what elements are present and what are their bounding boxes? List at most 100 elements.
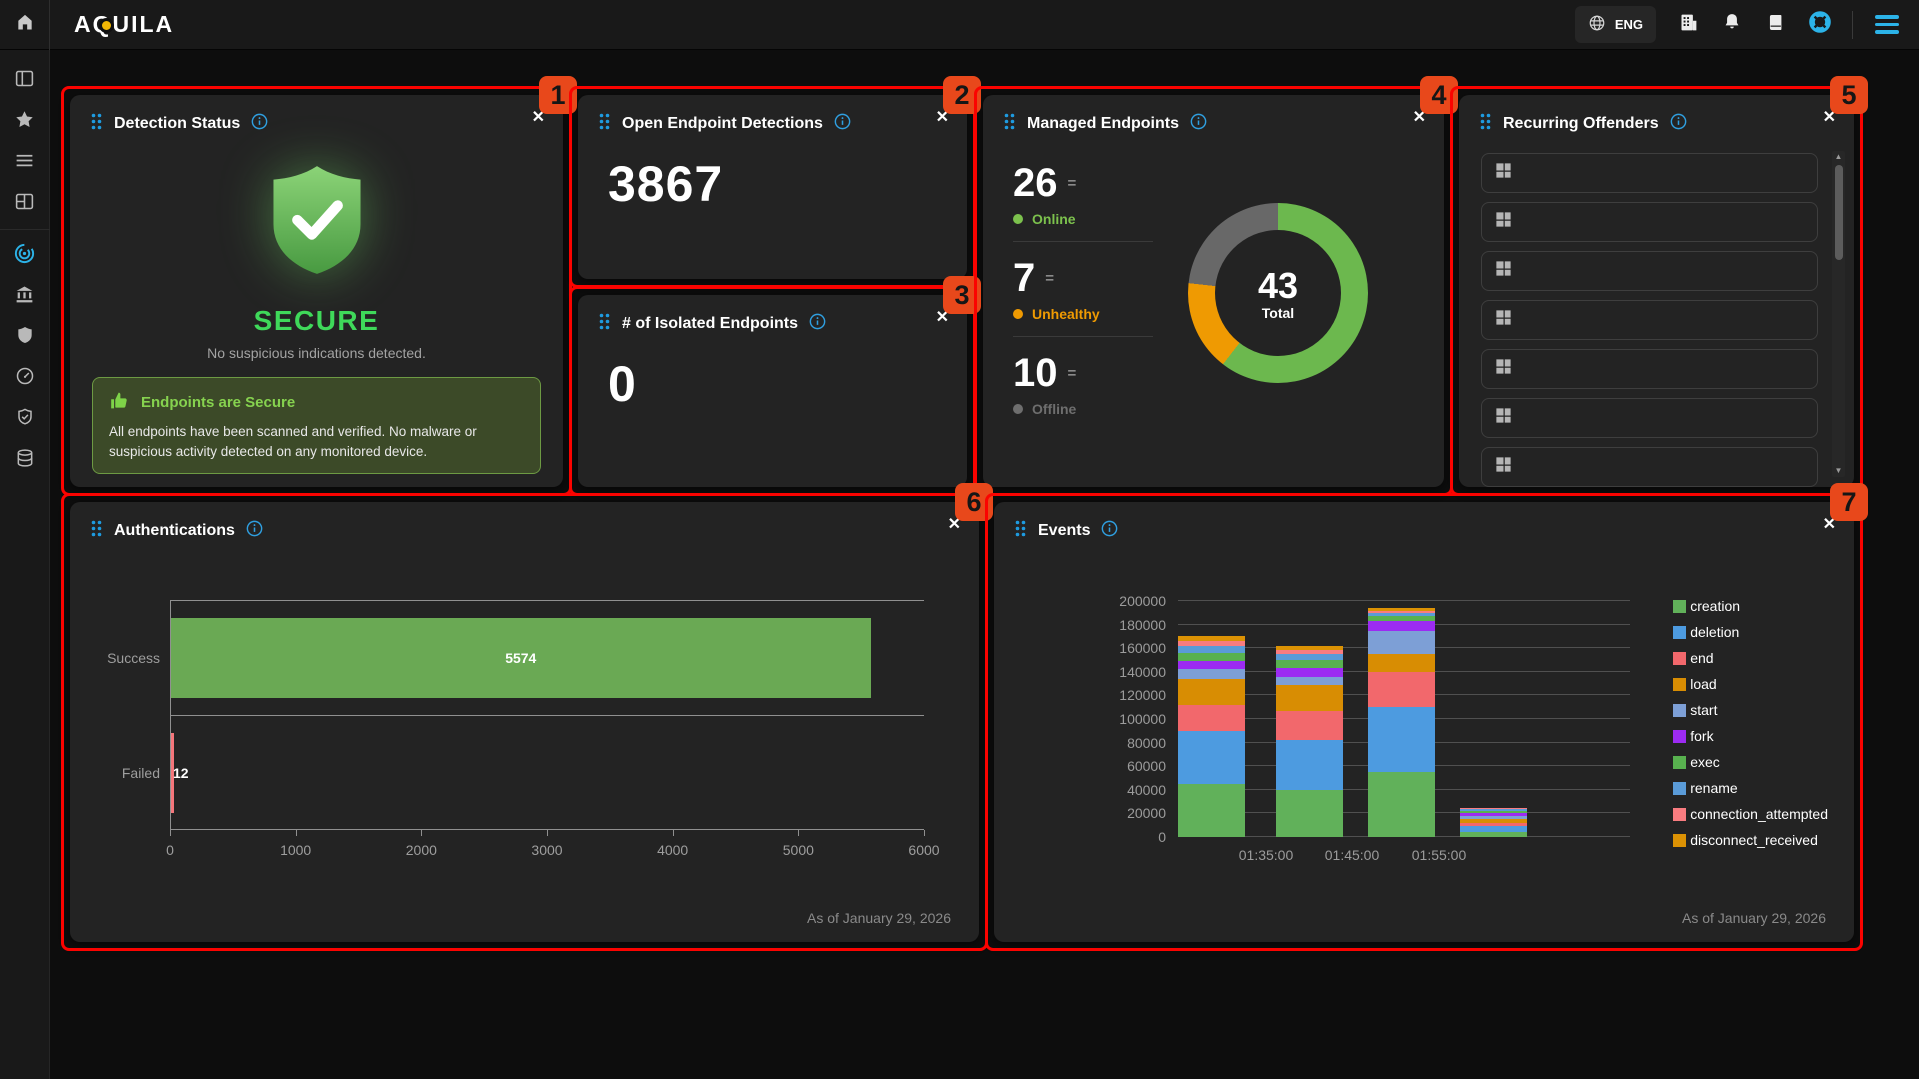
shield-icon — [15, 325, 35, 350]
info-icon[interactable] — [1101, 520, 1118, 542]
bar-segment-start — [1460, 815, 1527, 820]
help-button[interactable] — [1808, 11, 1832, 37]
bar-segment-end — [1460, 822, 1527, 827]
y-axis-label: 160000 — [1119, 640, 1166, 657]
home-button[interactable] — [0, 0, 50, 50]
legend-item-disconnect_received[interactable]: disconnect_received — [1673, 832, 1828, 848]
events-stacked-bar[interactable] — [1460, 807, 1527, 837]
legend-item-exec[interactable]: exec — [1673, 754, 1828, 770]
info-icon[interactable] — [834, 113, 851, 135]
legend-label: end — [1690, 650, 1714, 666]
menu-button[interactable] — [1873, 11, 1901, 38]
language-selector[interactable]: ENG — [1574, 6, 1656, 43]
offender-row[interactable] — [1481, 251, 1818, 291]
axis-tick-label: 5000 — [782, 842, 814, 858]
drag-handle-icon[interactable] — [598, 312, 611, 336]
legend-item-load[interactable]: load — [1673, 676, 1828, 692]
offender-row[interactable] — [1481, 153, 1818, 193]
legend-item-start[interactable]: start — [1673, 702, 1828, 718]
sidebar-item-policy[interactable] — [0, 399, 50, 440]
sidebar-item-dashboard[interactable] — [0, 183, 50, 224]
legend-label: deletion — [1690, 624, 1740, 640]
app-logo[interactable]: AQUILA — [74, 11, 174, 38]
axis-tick — [924, 830, 925, 836]
open-detections-value: 3867 — [608, 156, 724, 212]
legend-item-connection_attempted[interactable]: connection_attempted — [1673, 806, 1828, 822]
info-icon[interactable] — [246, 520, 263, 542]
alert-body: All endpoints have been scanned and veri… — [109, 424, 477, 459]
book-icon — [1767, 13, 1786, 37]
y-axis-label: 120000 — [1119, 687, 1166, 704]
close-icon[interactable]: ✕ — [1822, 109, 1836, 126]
trend-equal-icon: = — [1067, 365, 1077, 382]
y-axis-label: 80000 — [1127, 734, 1166, 751]
drag-handle-icon[interactable] — [1003, 112, 1016, 136]
stat-divider — [1013, 336, 1153, 337]
drag-handle-icon[interactable] — [90, 112, 103, 136]
x-axis-label: 01:45:00 — [1324, 847, 1380, 863]
scrollbar-thumb[interactable] — [1834, 165, 1843, 260]
legend-item-rename[interactable]: rename — [1673, 780, 1828, 796]
scrollbar[interactable]: ▲ ▼ — [1832, 151, 1845, 477]
events-stacked-bar[interactable] — [1368, 608, 1435, 837]
sidebar-item-favorites[interactable] — [0, 101, 50, 142]
events-stacked-bar[interactable] — [1178, 636, 1245, 837]
bar-segment-disconnect_received — [1368, 608, 1435, 611]
close-icon[interactable]: ✕ — [947, 516, 961, 533]
legend-item-creation[interactable]: creation — [1673, 598, 1828, 614]
card-header: Authentications — [70, 502, 979, 552]
offender-row[interactable] — [1481, 447, 1818, 487]
sidebar-item-panels[interactable] — [0, 60, 50, 101]
close-icon[interactable]: ✕ — [935, 109, 949, 126]
sidebar-item-protection[interactable] — [0, 317, 50, 358]
card-recurring-offenders: Recurring Offenders ✕ ▲ ▼ — [1459, 95, 1854, 487]
globe-icon — [1588, 14, 1606, 35]
close-icon[interactable]: ✕ — [531, 109, 545, 126]
sidebar-item-data[interactable] — [0, 440, 50, 481]
drag-handle-icon[interactable] — [1479, 112, 1492, 136]
auth-bar-failed[interactable]: 12 — [171, 733, 189, 813]
unhealthy-dot-icon — [1013, 309, 1023, 319]
sidebar-item-list[interactable] — [0, 142, 50, 183]
legend-item-fork[interactable]: fork — [1673, 728, 1828, 744]
scroll-down-icon[interactable]: ▼ — [1834, 466, 1843, 475]
offender-row[interactable] — [1481, 202, 1818, 242]
stat-divider — [1013, 241, 1153, 242]
notifications-button[interactable] — [1720, 13, 1744, 37]
sidebar-item-threat-radar[interactable] — [0, 235, 50, 276]
axis-tick-label: 4000 — [657, 842, 689, 858]
sidebar-item-monitoring[interactable] — [0, 358, 50, 399]
bar-segment-disconnect_received — [1276, 645, 1343, 651]
auth-bar-slot: 12 — [171, 715, 924, 830]
bar-segment-exec — [1460, 811, 1527, 814]
events-stacked-bar[interactable] — [1276, 645, 1343, 837]
info-icon[interactable] — [251, 113, 268, 135]
close-icon[interactable]: ✕ — [1412, 109, 1426, 126]
legend-item-deletion[interactable]: deletion — [1673, 624, 1828, 640]
info-icon[interactable] — [1190, 113, 1207, 135]
x-axis-label: 01:55:00 — [1411, 847, 1467, 863]
offender-row[interactable] — [1481, 398, 1818, 438]
offender-row[interactable] — [1481, 349, 1818, 389]
auth-bar-success[interactable]: 5574 — [171, 618, 871, 698]
drag-handle-icon[interactable] — [1014, 519, 1027, 543]
drag-handle-icon[interactable] — [598, 112, 611, 136]
info-icon[interactable] — [1670, 113, 1687, 135]
legend-label: exec — [1690, 754, 1720, 770]
organization-button[interactable] — [1676, 13, 1700, 37]
stat-online: 26 = Online — [1013, 161, 1173, 227]
legend-swatch-icon — [1673, 599, 1687, 613]
bar-segment-rename — [1460, 809, 1527, 812]
documentation-button[interactable] — [1764, 13, 1788, 37]
info-icon[interactable] — [809, 313, 826, 335]
bar-segment-end — [1178, 704, 1245, 731]
legend-item-end[interactable]: end — [1673, 650, 1828, 666]
offender-row[interactable] — [1481, 300, 1818, 340]
close-icon[interactable]: ✕ — [935, 309, 949, 326]
sidebar-item-organization[interactable] — [0, 276, 50, 317]
scroll-up-icon[interactable]: ▲ — [1834, 152, 1843, 161]
close-icon[interactable]: ✕ — [1822, 516, 1836, 533]
managed-endpoints-donut[interactable]: 43 Total — [1188, 203, 1368, 383]
language-label: ENG — [1614, 17, 1643, 32]
drag-handle-icon[interactable] — [90, 519, 103, 543]
